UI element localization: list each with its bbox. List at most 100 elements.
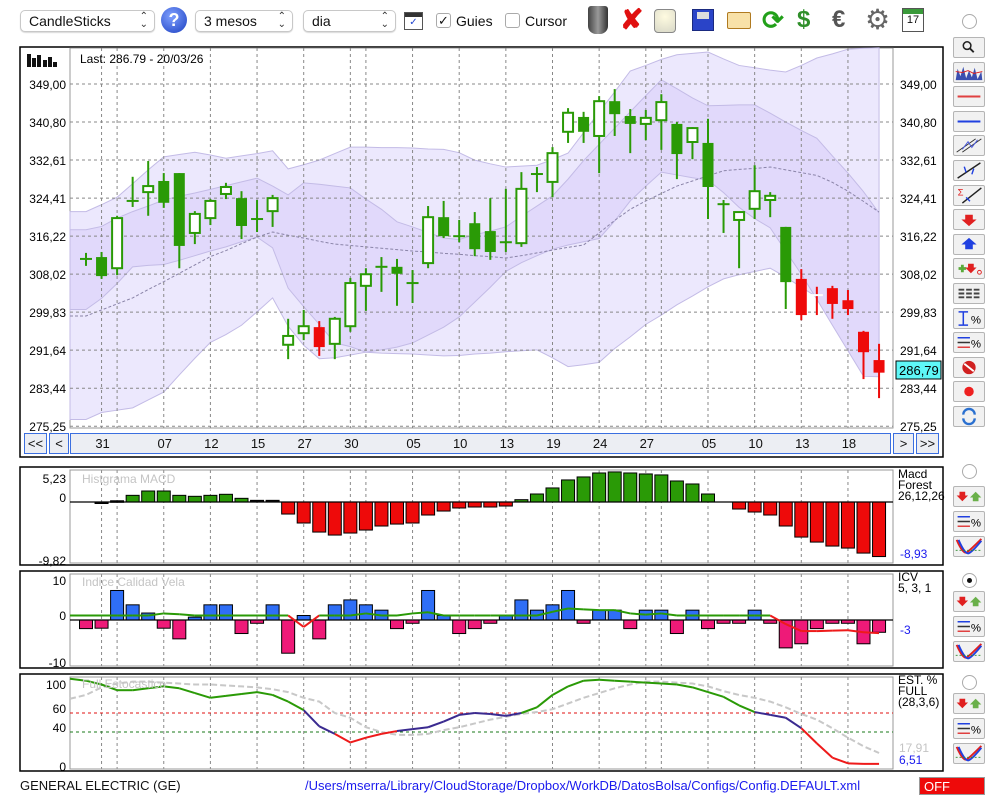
- candle[interactable]: [795, 269, 807, 321]
- candle[interactable]: [111, 215, 124, 276]
- candle[interactable]: [873, 343, 885, 399]
- candle[interactable]: [609, 89, 621, 136]
- save-icon[interactable]: [692, 9, 714, 31]
- candle[interactable]: [173, 173, 185, 269]
- candle[interactable]: [562, 108, 575, 143]
- lamp-icon[interactable]: [654, 9, 676, 33]
- candle[interactable]: [578, 111, 590, 143]
- candle[interactable]: [313, 321, 325, 356]
- candle[interactable]: [639, 109, 652, 141]
- candle[interactable]: [499, 188, 512, 252]
- trendline-button[interactable]: [953, 160, 985, 181]
- next-page-button[interactable]: >: [893, 433, 914, 454]
- stop-button[interactable]: [953, 356, 985, 378]
- candle[interactable]: [686, 127, 699, 160]
- candle[interactable]: [515, 172, 528, 247]
- interval-select[interactable]: dia ⌃ ⌄: [303, 10, 396, 32]
- candle[interactable]: [671, 122, 683, 180]
- config-path-link[interactable]: /Users/mserra/Library/CloudStorage/Dropb…: [305, 778, 861, 793]
- currency-refresh-icon[interactable]: $: [797, 6, 811, 33]
- candle[interactable]: [266, 194, 279, 227]
- prev-page-button[interactable]: <: [49, 433, 69, 454]
- sigma-trendline-button[interactable]: Σ: [953, 184, 985, 206]
- candle[interactable]: [422, 206, 435, 269]
- candle[interactable]: [375, 257, 388, 292]
- delete-icon[interactable]: ✘: [620, 4, 644, 35]
- calendar-icon[interactable]: 17: [902, 8, 924, 32]
- zoom-button[interactable]: [953, 37, 985, 58]
- candle[interactable]: [469, 212, 481, 257]
- candle[interactable]: [810, 286, 823, 316]
- icv-oscillator-curve-button[interactable]: [953, 641, 985, 662]
- candle[interactable]: [251, 200, 264, 233]
- candle[interactable]: [236, 191, 247, 239]
- panel-radio-macd[interactable]: [962, 464, 977, 479]
- candle[interactable]: [717, 200, 730, 233]
- candle[interactable]: [655, 94, 668, 150]
- macd-osc-percent-button[interactable]: %: [953, 511, 985, 532]
- candle[interactable]: [438, 200, 450, 239]
- gear-icon[interactable]: ⚙: [865, 4, 891, 35]
- trash-icon[interactable]: [588, 6, 608, 34]
- candle[interactable]: [328, 316, 341, 360]
- macd-chart[interactable]: [69, 469, 894, 564]
- candle[interactable]: [858, 330, 869, 380]
- candle[interactable]: [780, 226, 792, 310]
- blue-line-button[interactable]: [953, 110, 985, 132]
- candle[interactable]: [344, 277, 357, 332]
- panel-radio-main[interactable]: [962, 14, 977, 29]
- candle[interactable]: [826, 285, 838, 319]
- candle[interactable]: [188, 211, 201, 245]
- candle[interactable]: [530, 167, 543, 193]
- folder-icon[interactable]: [727, 12, 751, 29]
- help-icon[interactable]: ?: [161, 7, 187, 33]
- candle[interactable]: [453, 219, 466, 243]
- dashed-lines-button[interactable]: [953, 283, 985, 304]
- candle[interactable]: [764, 192, 777, 218]
- sell-arrow-button[interactable]: [953, 209, 985, 231]
- candle[interactable]: [593, 96, 606, 174]
- buy-arrow-button[interactable]: [953, 233, 985, 255]
- stoch-osc-percent-button[interactable]: %: [953, 718, 985, 739]
- stoch-buy-sell-arrows-button[interactable]: [953, 693, 985, 714]
- candle[interactable]: [96, 251, 108, 279]
- off-toggle-button[interactable]: OFF: [919, 777, 985, 795]
- panel-radio-icv[interactable]: [962, 573, 977, 588]
- range-percent-button[interactable]: %: [953, 307, 985, 329]
- candle[interactable]: [126, 176, 139, 207]
- red-line-button[interactable]: [953, 86, 985, 108]
- candle[interactable]: [484, 198, 496, 260]
- candle[interactable]: [204, 199, 217, 226]
- sync-button[interactable]: [953, 406, 985, 427]
- candle[interactable]: [359, 268, 372, 311]
- last-page-button[interactable]: >>: [916, 433, 939, 454]
- period-select[interactable]: 3 mesos ⌃ ⌄: [195, 10, 293, 32]
- chart-window-icon[interactable]: ✓: [404, 12, 423, 30]
- panel-radio-stoch[interactable]: [962, 675, 977, 690]
- candle[interactable]: [219, 182, 232, 200]
- date-axis-strip[interactable]: 31 07 12 15 27 30 05 10 13 19 24 27 05 10 13 18: [70, 433, 891, 454]
- icv-chart[interactable]: [69, 573, 894, 667]
- euro-icon[interactable]: €: [832, 6, 846, 33]
- refresh-icon[interactable]: ⟳: [762, 5, 784, 35]
- volume-chart-button[interactable]: [953, 61, 985, 83]
- macd-oscillator-curve-button[interactable]: [953, 536, 985, 557]
- candle[interactable]: [158, 173, 170, 208]
- channel-button[interactable]: [953, 135, 985, 157]
- candle[interactable]: [297, 309, 310, 341]
- icv-buy-sell-arrows-button[interactable]: [953, 591, 985, 612]
- candle[interactable]: [733, 211, 746, 269]
- add-order-button[interactable]: [953, 258, 985, 280]
- candle[interactable]: [748, 165, 761, 220]
- guides-checkbox[interactable]: ✓: [436, 13, 451, 28]
- chart-type-select[interactable]: CandleSticks ⌃ ⌄: [20, 10, 155, 32]
- cursor-checkbox[interactable]: [505, 13, 520, 28]
- candle[interactable]: [391, 258, 403, 306]
- candle[interactable]: [282, 318, 295, 360]
- macd-buy-sell-arrows-button[interactable]: [953, 486, 985, 507]
- lines-percent-button[interactable]: %: [953, 332, 985, 354]
- candle[interactable]: [406, 270, 419, 304]
- candle[interactable]: [842, 290, 854, 316]
- icv-osc-percent-button[interactable]: %: [953, 616, 985, 637]
- candle[interactable]: [80, 252, 92, 266]
